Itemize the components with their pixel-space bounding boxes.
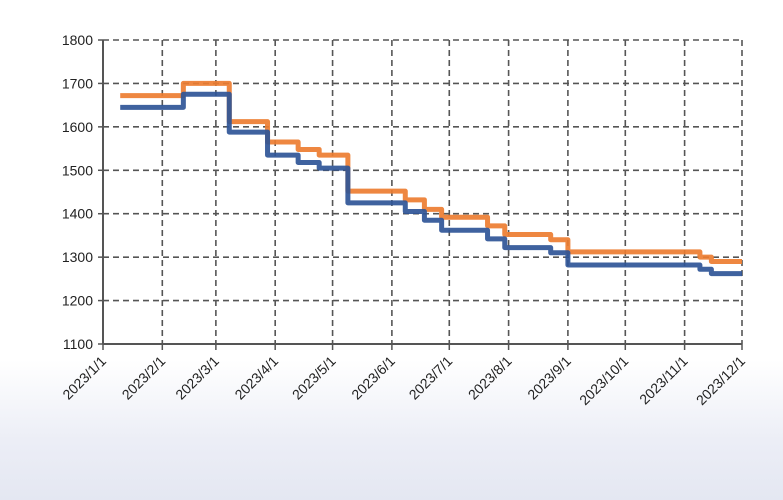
x-tick-label: 2023/1/1 [59, 353, 109, 403]
y-tick-label: 1400 [62, 206, 93, 222]
y-tick-label: 1100 [63, 336, 93, 352]
x-tick-label: 2023/11/1 [636, 353, 691, 408]
y-tick-label: 1200 [62, 293, 93, 309]
x-tick-label: 2023/2/1 [119, 353, 169, 403]
series-line-upper [120, 80, 742, 264]
x-tick-label: 2023/6/1 [348, 353, 398, 403]
x-tick-label: 2023/8/1 [465, 353, 515, 403]
axes [98, 39, 743, 350]
x-tick-label: 2023/10/1 [576, 353, 632, 409]
grid [103, 39, 743, 344]
x-tick-label: 2023/7/1 [406, 353, 456, 403]
x-tick-label: 2023/5/1 [289, 353, 339, 403]
y-tick-label: 1700 [62, 75, 93, 91]
y-tick-label: 1600 [62, 119, 93, 135]
x-tick-label: 2023/12/1 [693, 353, 749, 409]
y-tick-label: 1500 [62, 162, 93, 178]
y-tick-label: 1800 [62, 32, 93, 48]
x-tick-label: 2023/9/1 [524, 353, 574, 403]
x-tick-label: 2023/4/1 [231, 353, 281, 403]
y-tick-label: 1300 [62, 249, 93, 265]
series-line-lower [120, 91, 742, 277]
x-tick-label: 2023/3/1 [172, 353, 222, 403]
series-group [120, 80, 742, 277]
